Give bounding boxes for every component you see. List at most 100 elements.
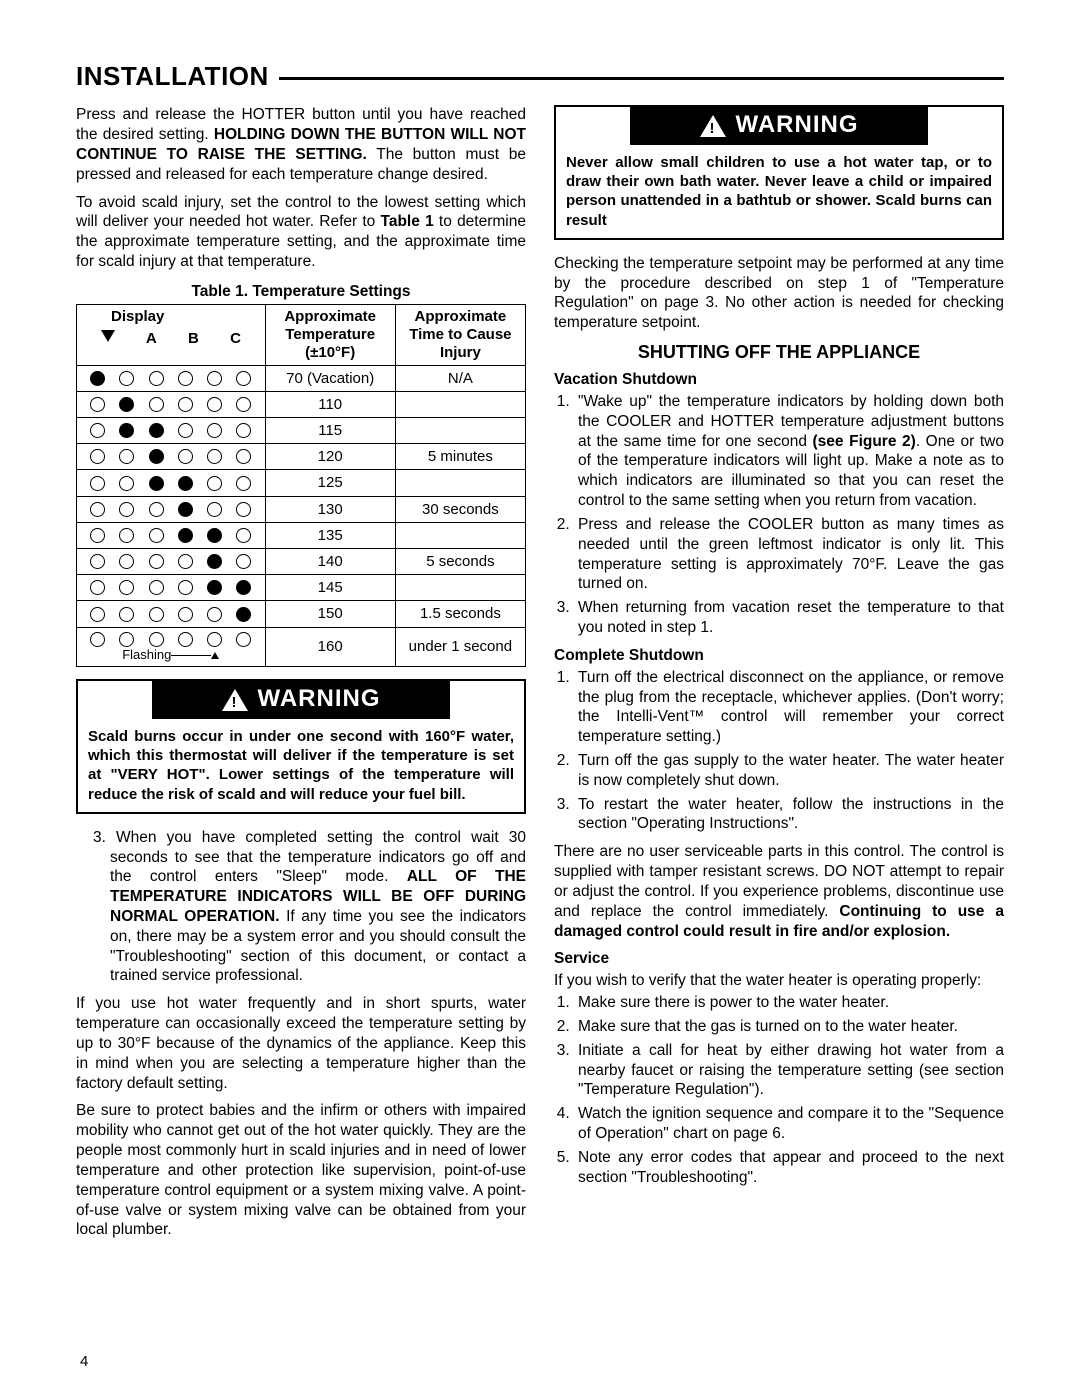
display-cell: [77, 470, 266, 496]
indicator-circle: [236, 371, 251, 386]
display-cell: Flashing: [77, 627, 266, 667]
section-heading-text: INSTALLATION: [76, 60, 269, 93]
indicator-circle: [178, 371, 193, 386]
indicator-circle: [90, 554, 105, 569]
injury-cell: [395, 418, 525, 444]
injury-cell: 1.5 seconds: [395, 601, 525, 627]
indicator-circle: [236, 607, 251, 622]
list-item: Turn off the gas supply to the water hea…: [574, 751, 1004, 791]
indicator-circle: [149, 580, 164, 595]
heading-rule: [279, 77, 1004, 80]
indicator-circle: [178, 607, 193, 622]
indicator-circle: [119, 502, 134, 517]
indicator-circle: [90, 371, 105, 386]
indicator-circle: [236, 476, 251, 491]
injury-cell: [395, 391, 525, 417]
table-row: 13030 seconds: [77, 496, 526, 522]
warning-label-2: WARNING: [736, 110, 859, 141]
indicator-circle: [90, 607, 105, 622]
indicator-circle: [236, 397, 251, 412]
indicator-circle: [236, 554, 251, 569]
table-row: 110: [77, 391, 526, 417]
indicator-circle: [178, 449, 193, 464]
list-item: "Wake up" the temperature indicators by …: [574, 392, 1004, 511]
section-heading: INSTALLATION: [76, 60, 1004, 93]
temperature-settings-table: Display A B C Approximate Temperature (±…: [76, 304, 526, 668]
th-display-label: Display: [81, 308, 261, 326]
indicator-circle: [178, 528, 193, 543]
list-item: Make sure that the gas is turned on to t…: [574, 1017, 1004, 1037]
indicator-circle: [207, 528, 222, 543]
heading-shutting-off: SHUTTING OFF THE APPLIANCE: [554, 341, 1004, 364]
indicator-circle: [90, 449, 105, 464]
page-number: 4: [80, 1352, 88, 1371]
indicator-circle: [149, 632, 164, 647]
indicator-circle: [178, 476, 193, 491]
table-row: 145: [77, 575, 526, 601]
indicator-circle: [119, 449, 134, 464]
heading-vacation-shutdown: Vacation Shutdown: [554, 370, 1004, 390]
temp-cell: 115: [265, 418, 395, 444]
table-row: 70 (Vacation)N/A: [77, 365, 526, 391]
indicator-circle: [119, 528, 134, 543]
indicator-circle: [236, 423, 251, 438]
indicator-circle: [207, 423, 222, 438]
th-arrow-icon: [101, 330, 115, 342]
indicator-circle: [119, 423, 134, 438]
table-row: 1205 minutes: [77, 444, 526, 470]
indicator-circle: [178, 580, 193, 595]
right-column: WARNING Never allow small children to us…: [554, 105, 1004, 1248]
list-item: To restart the water heater, follow the …: [574, 795, 1004, 835]
indicator-circle: [90, 476, 105, 491]
indicator-circle: [178, 502, 193, 517]
heading-complete-shutdown: Complete Shutdown: [554, 646, 1004, 666]
table-caption: Table 1. Temperature Settings: [76, 282, 526, 302]
indicator-circle: [119, 580, 134, 595]
display-cell: [77, 391, 266, 417]
indicator-circle: [149, 397, 164, 412]
temp-cell: 70 (Vacation): [265, 365, 395, 391]
display-cell: [77, 549, 266, 575]
list-item: Note any error codes that appear and pro…: [574, 1148, 1004, 1188]
list-item: Turn off the electrical disconnect on th…: [574, 668, 1004, 747]
indicator-circle: [119, 607, 134, 622]
indicator-circle: [149, 449, 164, 464]
indicator-circle: [119, 632, 134, 647]
vacation-shutdown-list: "Wake up" the temperature indicators by …: [554, 392, 1004, 638]
indicator-circle: [149, 423, 164, 438]
indicator-circle: [119, 397, 134, 412]
indicator-circle: [207, 632, 222, 647]
indicator-circle: [207, 502, 222, 517]
service-list: Make sure there is power to the water he…: [554, 993, 1004, 1187]
indicator-circle: [149, 528, 164, 543]
indicator-circle: [149, 371, 164, 386]
display-cell: [77, 601, 266, 627]
paragraph-no-service: There are no user serviceable parts in t…: [554, 842, 1004, 941]
warning-box-scald: WARNING Scald burns occur in under one s…: [76, 679, 526, 813]
th-temp: Approximate Temperature (±10°F): [265, 304, 395, 365]
indicator-circle: [90, 632, 105, 647]
temp-cell: 130: [265, 496, 395, 522]
warning-banner: WARNING: [152, 681, 450, 719]
indicator-circle: [236, 449, 251, 464]
indicator-circle: [207, 607, 222, 622]
list-item: Press and release the COOLER button as m…: [574, 515, 1004, 594]
injury-cell: N/A: [395, 365, 525, 391]
table-row: 135: [77, 522, 526, 548]
indicator-circle: [149, 476, 164, 491]
left-column: Press and release the HOTTER button unti…: [76, 105, 526, 1248]
bold-ref: (see Figure 2): [813, 433, 916, 450]
temp-cell: 160: [265, 627, 395, 667]
two-column-layout: Press and release the HOTTER button unti…: [76, 105, 1004, 1248]
indicator-circle: [90, 528, 105, 543]
indicator-circle: [149, 554, 164, 569]
p2b: Table 1: [381, 213, 434, 230]
indicator-circle: [207, 449, 222, 464]
indicator-circle: [236, 580, 251, 595]
th-display: Display A B C: [77, 304, 266, 365]
injury-cell: [395, 470, 525, 496]
list-item: Initiate a call for heat by either drawi…: [574, 1041, 1004, 1100]
list-item: Watch the ignition sequence and compare …: [574, 1104, 1004, 1144]
indicator-circle: [236, 632, 251, 647]
step-3: 3. When you have completed setting the c…: [76, 828, 526, 987]
